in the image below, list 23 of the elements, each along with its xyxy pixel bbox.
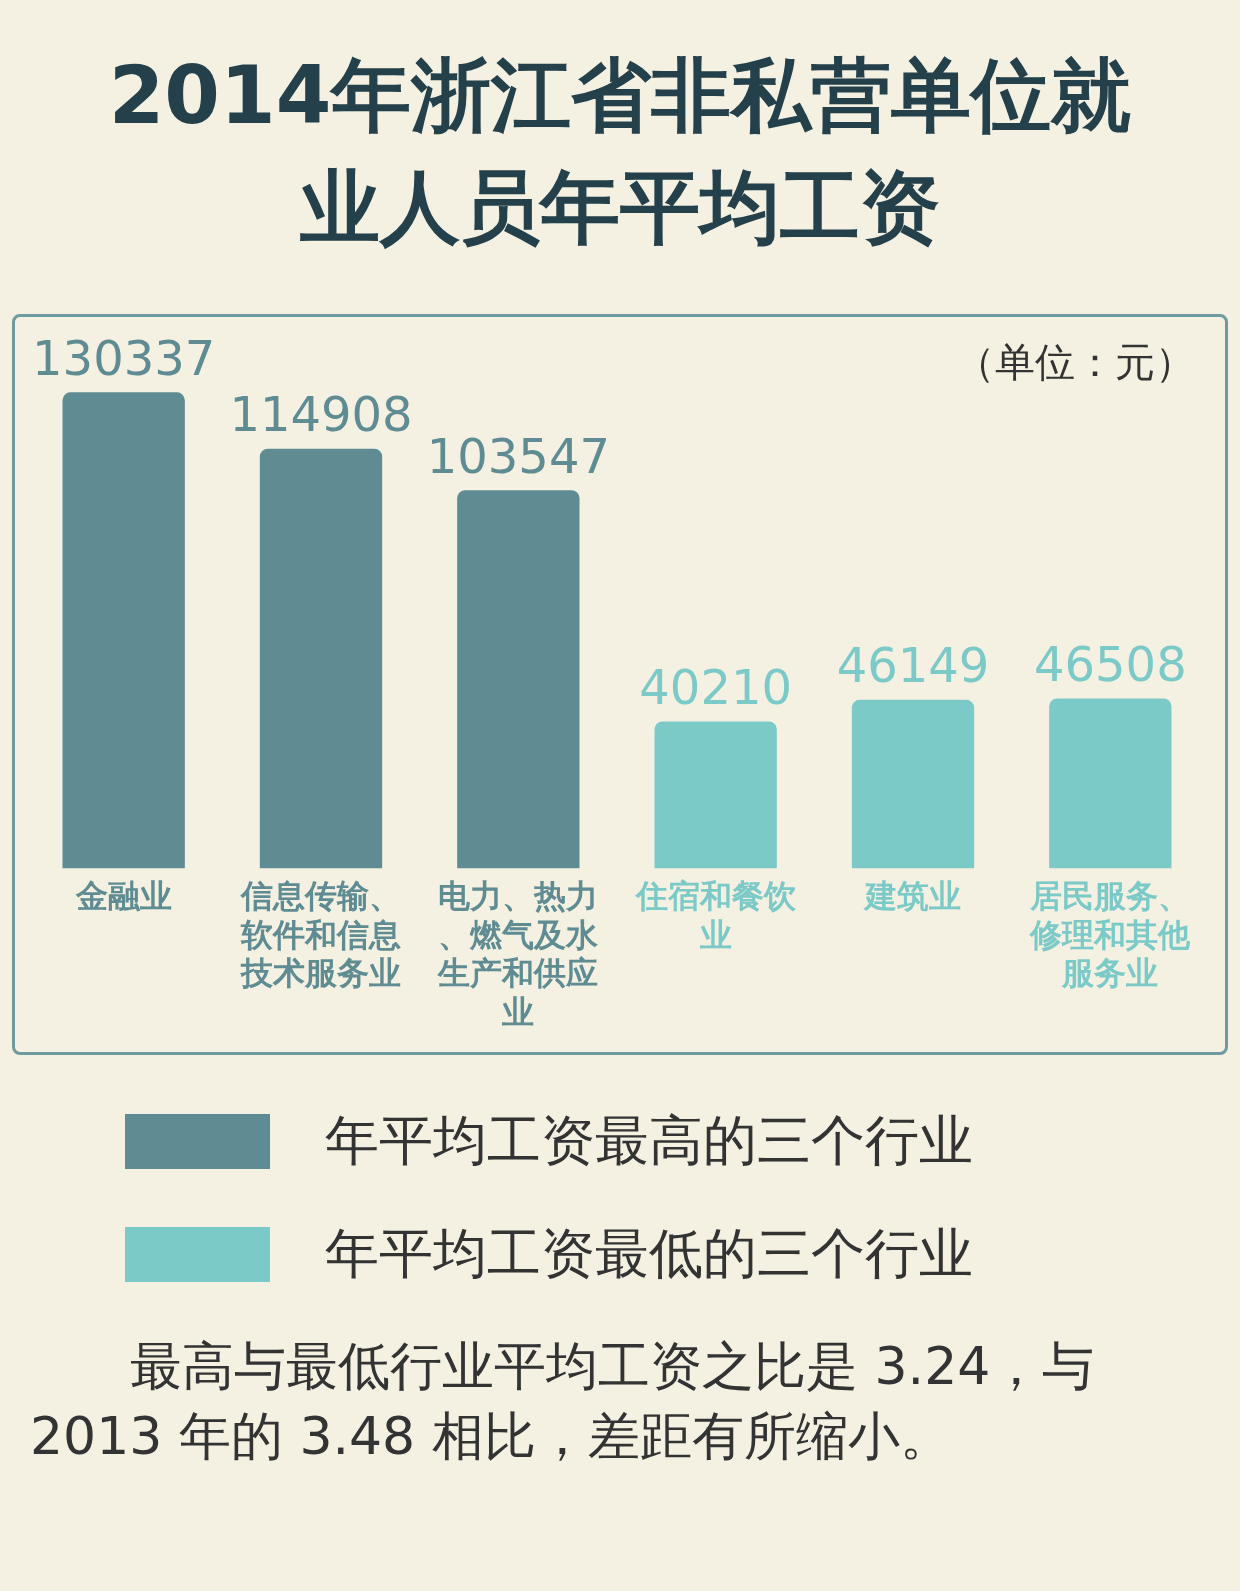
bar	[62, 392, 185, 869]
data-label: 103547	[426, 427, 610, 484]
chart-title: 2014年浙江省非私营单位就业人员年平均工资	[107, 48, 1133, 256]
x-tick-label: 信息传输、软件和信息技术服务业	[239, 878, 401, 992]
data-label: 40210	[639, 658, 793, 715]
data-label: 114908	[229, 386, 413, 443]
bar	[457, 490, 580, 869]
legend-label: 年平均工资最高的三个行业	[325, 1108, 973, 1174]
x-tick-label: 住宿和餐饮业	[633, 878, 797, 953]
data-label: 130337	[32, 329, 216, 386]
bar	[1049, 698, 1172, 869]
legend-label: 年平均工资最低的三个行业	[325, 1221, 973, 1287]
bar	[259, 448, 383, 869]
x-tick-label: 金融业	[74, 878, 172, 915]
x-tick-label: 电力、热力、燃气及水生产和供应业	[437, 878, 600, 1030]
x-tick-label: 建筑业	[863, 878, 961, 915]
x-tick-label: 居民服务、修理和其他服务业	[1029, 878, 1192, 992]
data-label: 46508	[1033, 635, 1187, 692]
data-label: 46149	[836, 637, 990, 694]
text: 最高与最低行业平均工资之比是 3.24，与 2013 年的 3.48 相比，差距有所缩小。	[30, 1335, 1096, 1468]
bar	[654, 721, 777, 869]
bar	[851, 699, 975, 869]
chart-subtitle: （单位：元）	[955, 338, 1195, 387]
